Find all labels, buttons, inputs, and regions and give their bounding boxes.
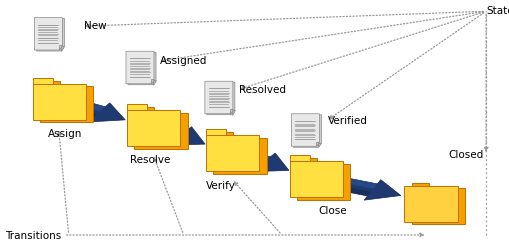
- Polygon shape: [37, 18, 64, 51]
- Polygon shape: [297, 158, 318, 164]
- Text: Close: Close: [318, 206, 347, 216]
- Polygon shape: [127, 110, 181, 146]
- Polygon shape: [87, 103, 105, 111]
- Polygon shape: [128, 52, 156, 85]
- Text: Resolved: Resolved: [239, 85, 286, 95]
- Polygon shape: [340, 178, 401, 200]
- Polygon shape: [126, 51, 154, 84]
- Polygon shape: [340, 186, 371, 196]
- Polygon shape: [412, 183, 429, 188]
- Polygon shape: [405, 186, 458, 222]
- Polygon shape: [346, 178, 377, 189]
- Polygon shape: [33, 84, 87, 120]
- Polygon shape: [207, 82, 235, 115]
- Polygon shape: [172, 138, 177, 141]
- Text: Assign: Assign: [48, 129, 83, 139]
- Polygon shape: [251, 153, 289, 172]
- Polygon shape: [290, 155, 310, 161]
- Text: Resolve: Resolve: [130, 155, 170, 165]
- Text: Closed: Closed: [448, 150, 483, 160]
- Polygon shape: [181, 130, 187, 135]
- Polygon shape: [151, 79, 154, 84]
- Polygon shape: [59, 46, 62, 50]
- Polygon shape: [167, 127, 205, 145]
- Polygon shape: [33, 78, 53, 84]
- Polygon shape: [79, 103, 125, 122]
- Polygon shape: [412, 188, 465, 224]
- Polygon shape: [291, 114, 320, 146]
- Polygon shape: [297, 164, 351, 200]
- Polygon shape: [206, 135, 260, 171]
- Polygon shape: [40, 86, 94, 122]
- Polygon shape: [127, 104, 147, 110]
- Polygon shape: [293, 115, 322, 147]
- Polygon shape: [316, 142, 320, 146]
- Text: Verify: Verify: [206, 181, 236, 191]
- Polygon shape: [134, 112, 188, 148]
- Text: Transitions: Transitions: [5, 231, 62, 241]
- Polygon shape: [251, 162, 261, 168]
- Polygon shape: [40, 81, 61, 86]
- Polygon shape: [153, 80, 156, 85]
- Polygon shape: [260, 155, 270, 161]
- Polygon shape: [35, 18, 62, 50]
- Polygon shape: [213, 132, 233, 138]
- Text: Verified: Verified: [328, 116, 368, 126]
- Polygon shape: [232, 110, 235, 115]
- Polygon shape: [61, 46, 64, 51]
- Polygon shape: [318, 143, 322, 147]
- Polygon shape: [134, 107, 154, 112]
- Polygon shape: [205, 81, 233, 114]
- Polygon shape: [290, 161, 344, 197]
- Text: States: States: [486, 6, 509, 16]
- Polygon shape: [79, 110, 97, 118]
- Text: Assigned: Assigned: [160, 56, 208, 66]
- Polygon shape: [230, 109, 233, 114]
- Polygon shape: [206, 129, 226, 135]
- Text: New: New: [84, 21, 106, 31]
- Polygon shape: [213, 138, 267, 173]
